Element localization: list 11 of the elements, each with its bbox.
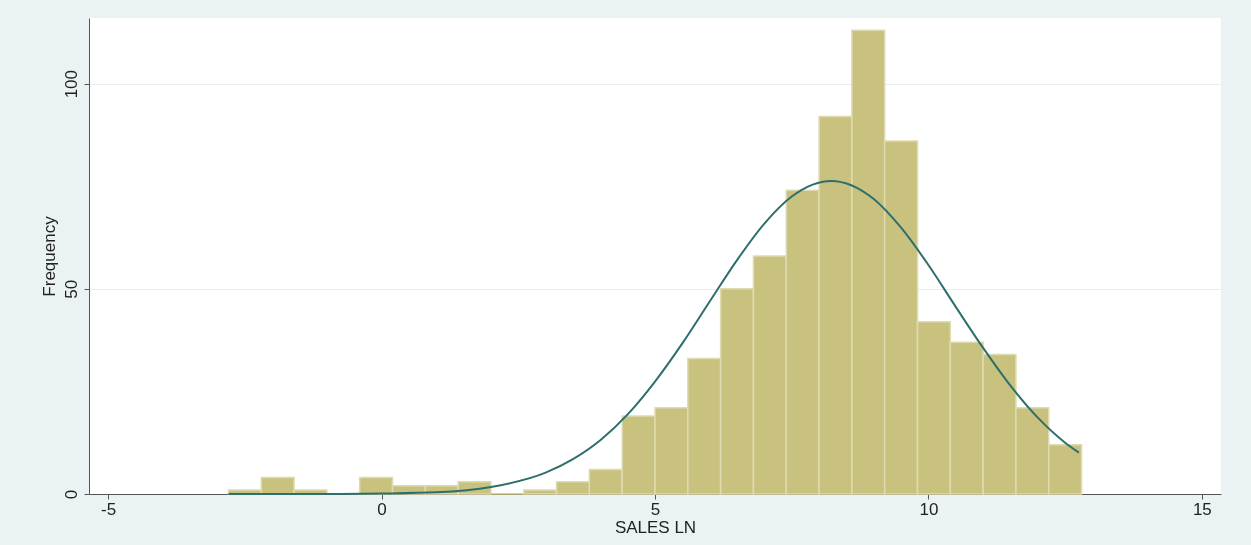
y-tick-label: 100	[61, 69, 81, 99]
x-tick-label: 15	[1192, 499, 1212, 519]
x-tick-label: 5	[650, 499, 661, 519]
y-tick-label: 0	[61, 489, 81, 500]
x-tick-label: 0	[377, 499, 387, 519]
x-tick-label: 10	[919, 499, 939, 519]
x-tick-label: -5	[101, 499, 117, 519]
line-series	[227, 179, 1080, 495]
y-axis-title: Frequency	[39, 215, 59, 297]
y-tick-label: 50	[61, 279, 81, 299]
x-axis-title: SALES LN	[614, 517, 697, 537]
